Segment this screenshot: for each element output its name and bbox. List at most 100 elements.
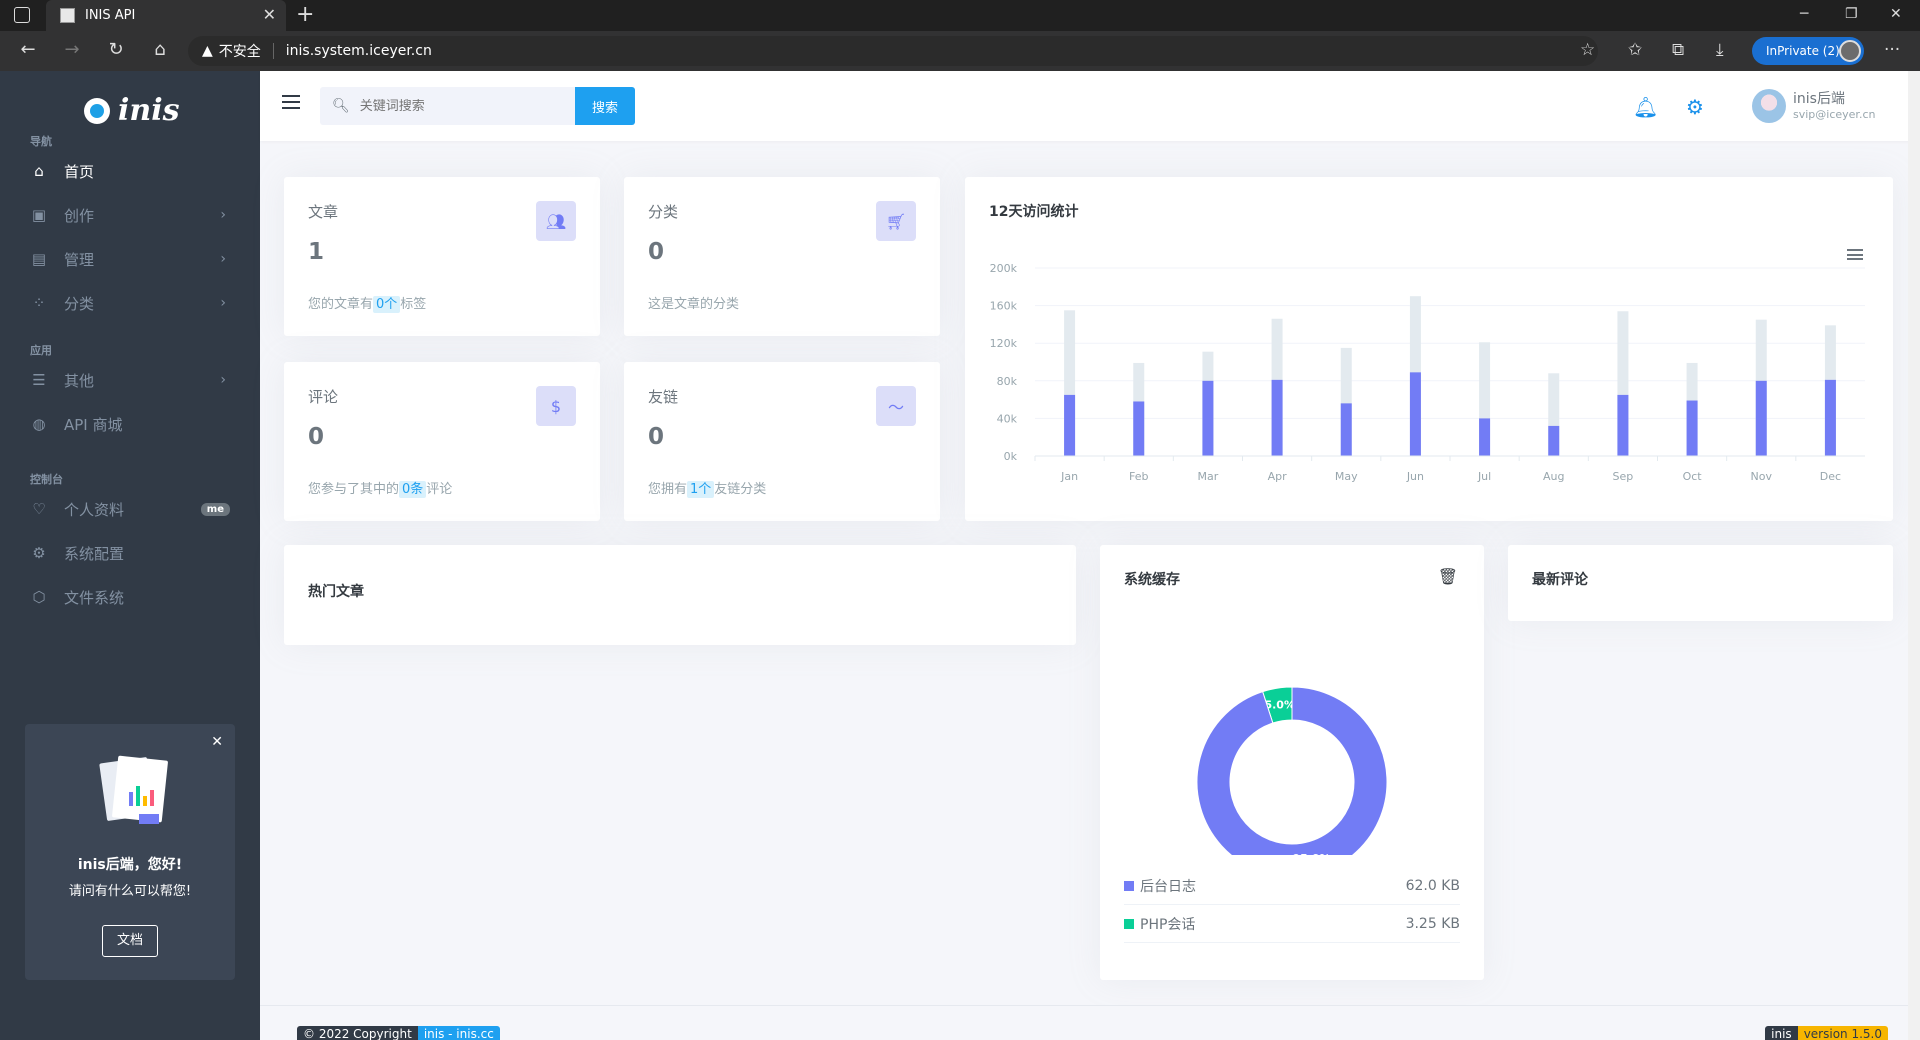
- report-illustration-icon: [99, 755, 168, 824]
- bar-visits[interactable]: [1548, 425, 1560, 456]
- chevron-right-icon: ›: [220, 251, 226, 267]
- x-tick-label: Sep: [1613, 470, 1634, 483]
- trash-icon[interactable]: 🗑︎: [1437, 567, 1458, 586]
- sidebar-item-0-2[interactable]: ▤ 管理 ›: [0, 239, 260, 279]
- address-bar[interactable]: ▲ 不安全 inis.system.iceyer.cn: [188, 36, 1598, 66]
- sidebar-item-label: API 商城: [64, 415, 123, 434]
- restore-icon[interactable]: ❐: [1845, 6, 1858, 22]
- x-tick-label: Jan: [1060, 470, 1078, 483]
- tab-title: INIS API: [85, 8, 136, 23]
- browser-tab[interactable]: INIS API ✕: [46, 0, 286, 31]
- bar-visits[interactable]: [1064, 394, 1076, 456]
- docs-button[interactable]: 文档: [102, 925, 158, 957]
- sidebar-item-label: 首页: [64, 162, 95, 181]
- page-scrollbar[interactable]: [1908, 71, 1920, 1040]
- bar-visits[interactable]: [1340, 403, 1352, 456]
- bar-total[interactable]: [1064, 310, 1076, 456]
- donut-slice-0[interactable]: [1196, 686, 1388, 855]
- x-tick-label: Nov: [1751, 470, 1773, 483]
- reload-icon[interactable]: ↻: [108, 39, 124, 60]
- inprivate-button[interactable]: InPrivate (2): [1752, 37, 1864, 65]
- sidebar-item-label: 其他: [64, 371, 95, 390]
- chart-menu-icon[interactable]: [1847, 249, 1863, 260]
- sidebar-item-0-3[interactable]: ⁘ 分类 ›: [0, 283, 260, 323]
- chevron-right-icon: ›: [220, 207, 226, 223]
- collections-icon[interactable]: ⧉: [1672, 40, 1685, 60]
- bar-visits[interactable]: [1686, 400, 1698, 456]
- menu-toggle-icon[interactable]: [282, 95, 300, 109]
- x-tick-label: Jun: [1406, 470, 1424, 483]
- sidebar-item-label: 个人资料: [64, 500, 125, 519]
- insecure-label: 不安全: [218, 44, 261, 60]
- sidebar: inis 导航 ⌂ 首页 ▣ 创作 › ▤ 管理 › ⁘ 分类 › 应用 ☰ 其他 › ◍ API 商城 控制台 ♡ 个…: [0, 71, 260, 1040]
- search-icon: 🔍︎: [332, 98, 350, 114]
- more-icon[interactable]: ···: [1884, 40, 1901, 60]
- logo[interactable]: inis: [84, 93, 180, 128]
- gear-icon[interactable]: ⚙: [1686, 95, 1704, 119]
- stat-description: 您参与了其中的 0条 评论: [308, 481, 453, 498]
- user-avatar[interactable]: [1752, 89, 1786, 123]
- gear-icon: ⚙: [32, 544, 46, 562]
- sidebar-item-2-2[interactable]: ⬡ 文件系统: [0, 577, 260, 617]
- sidebar-item-0-1[interactable]: ▣ 创作 ›: [0, 195, 260, 235]
- sidebar-item-1-1[interactable]: ◍ API 商城: [0, 404, 260, 444]
- home-browser-icon[interactable]: ⌂: [154, 39, 166, 60]
- y-tick-label: 80k: [997, 375, 1018, 388]
- bar-visits[interactable]: [1202, 380, 1214, 456]
- bar-total[interactable]: [1479, 342, 1491, 456]
- forward-icon[interactable]: →: [64, 39, 80, 60]
- favorite-add-icon[interactable]: ☆: [1580, 40, 1596, 60]
- stat-description: 您的文章有 0个 标签: [308, 296, 427, 313]
- top-header: 🔍︎ 搜索 🔔︎ ⚙ inis后端 svip@iceyer.cn: [260, 71, 1920, 141]
- bar-total[interactable]: [1340, 347, 1352, 456]
- sidebar-item-2-0[interactable]: ♡ 个人资料 me: [0, 489, 260, 529]
- help-card-subtitle: 请问有什么可以帮您!: [68, 884, 192, 899]
- latest-comments-title: 最新评论: [1532, 572, 1588, 588]
- sidebar-item-2-1[interactable]: ⚙ 系统配置: [0, 533, 260, 573]
- search-button[interactable]: 搜索: [575, 87, 635, 125]
- donut-label: 95.0%: [1292, 852, 1330, 855]
- latest-comments-card: 最新评论: [1508, 545, 1893, 621]
- minimize-icon[interactable]: ─: [1800, 6, 1809, 22]
- stat-description: 这是文章的分类: [648, 297, 740, 312]
- bar-total[interactable]: [1548, 373, 1560, 456]
- list-icon: ☰: [32, 371, 46, 389]
- legend-swatch: [1124, 880, 1134, 891]
- bar-visits[interactable]: [1479, 418, 1491, 456]
- legend-label: PHP会话: [1140, 916, 1196, 933]
- bar-visits[interactable]: [1133, 401, 1145, 456]
- close-icon[interactable]: ✕: [211, 734, 223, 750]
- stat-value: 0: [308, 424, 325, 450]
- profile-avatar: [1839, 40, 1861, 62]
- cache-card: 系统缓存 🗑︎ 5.0% 95.0% 后台日志 62.0 KB PHP会话 3.25 K…: [1100, 545, 1484, 980]
- visits-bar-chart: 0k 40k 80k 120k 160k 200k Jan Feb Mar Apr May Jun Ju…: [990, 262, 1865, 483]
- favicon-icon: [60, 8, 75, 23]
- bar-visits[interactable]: [1824, 379, 1836, 456]
- user-name[interactable]: inis后端: [1793, 91, 1845, 107]
- tab-close-icon[interactable]: ✕: [262, 5, 276, 24]
- sidebar-item-0-0[interactable]: ⌂ 首页: [0, 151, 260, 191]
- favorites-icon[interactable]: ✩: [1628, 40, 1643, 60]
- bar-visits[interactable]: [1617, 394, 1629, 456]
- bar-total[interactable]: [1617, 311, 1629, 456]
- bell-icon[interactable]: 🔔︎: [1633, 95, 1659, 119]
- back-icon[interactable]: ←: [20, 39, 36, 60]
- download-icon[interactable]: ⤓: [1716, 40, 1724, 60]
- bar-visits[interactable]: [1755, 380, 1767, 456]
- new-tab-icon[interactable]: +: [296, 2, 315, 27]
- x-tick-label: Dec: [1820, 470, 1841, 483]
- close-window-icon[interactable]: ✕: [1890, 6, 1902, 22]
- sidebar-section-title: 控制台: [30, 473, 63, 486]
- sidebar-section-title: 导航: [30, 135, 52, 148]
- y-tick-label: 0k: [1004, 450, 1018, 463]
- copyright-link[interactable]: inis - inis.cc: [417, 1026, 500, 1040]
- search-input[interactable]: [359, 98, 560, 114]
- tab-actions-icon[interactable]: [14, 7, 30, 23]
- bar-visits[interactable]: [1271, 379, 1283, 456]
- visits-card: 12天访问统计 0k 40k 80k 120k 160k 200k Jan Feb Mar Apr…: [965, 177, 1893, 521]
- users-icon: 👥︎: [536, 201, 576, 241]
- sidebar-item-1-0[interactable]: ☰ 其他 ›: [0, 360, 260, 400]
- stat-card: 文章 1 您的文章有 0个 标签 👥︎: [284, 177, 600, 336]
- bar-visits[interactable]: [1409, 372, 1421, 456]
- cache-card-title: 系统缓存: [1124, 572, 1180, 588]
